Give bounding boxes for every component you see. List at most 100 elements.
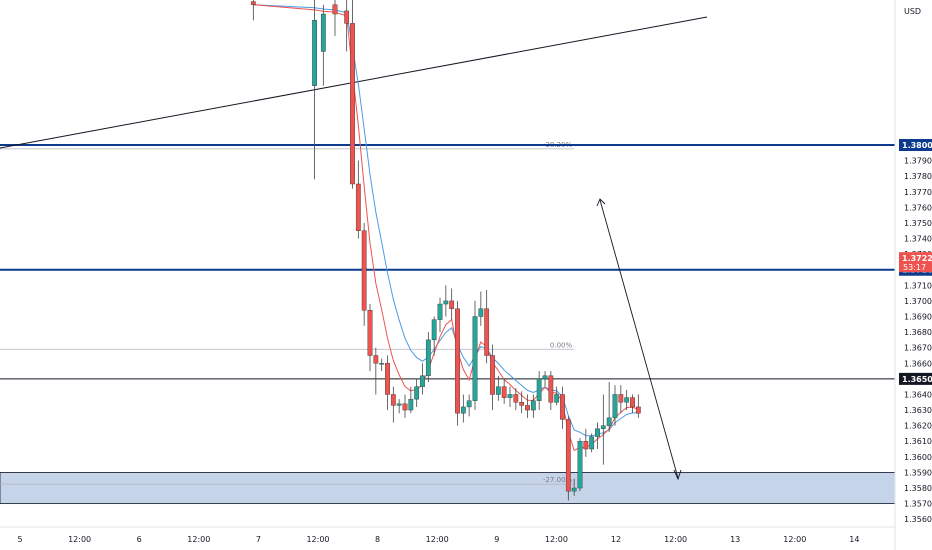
y-tick-label: 1.36900	[904, 313, 932, 322]
candle-body	[548, 375, 554, 403]
candle-body	[513, 394, 519, 403]
candle-body	[250, 1, 256, 5]
candle-body	[536, 378, 542, 401]
candle-body	[554, 394, 560, 403]
x-tick-label: 7	[256, 535, 261, 544]
candle-body	[367, 310, 373, 356]
y-tick-label: 1.36100	[904, 437, 932, 446]
candle-body	[583, 441, 589, 450]
candle	[320, 4, 326, 86]
y-tick-label: 1.36800	[904, 328, 932, 337]
last-price-bg	[899, 252, 932, 273]
y-tick-label: 1.36000	[904, 453, 932, 462]
fib-label: 0.00%	[550, 341, 573, 349]
last-price-text: 1.37223	[902, 254, 932, 263]
candle-body	[402, 403, 408, 411]
candle-body	[332, 4, 338, 15]
x-tick-label: 12:00	[187, 535, 210, 544]
candle	[449, 288, 455, 320]
candle	[507, 386, 513, 407]
y-tick-label: 1.36700	[904, 344, 932, 353]
candle-body	[624, 397, 630, 403]
candle	[385, 355, 390, 411]
candle-body	[635, 406, 641, 414]
candle-body	[312, 20, 317, 86]
candle-body	[495, 386, 501, 395]
currency-label: USD	[904, 7, 921, 16]
candle-body	[571, 487, 577, 492]
candle	[525, 394, 530, 418]
candle-body	[507, 394, 513, 398]
x-tick-label: 6	[137, 535, 142, 544]
candle-body	[425, 339, 431, 376]
candle-body	[449, 300, 455, 309]
x-tick-label: 12:00	[306, 535, 329, 544]
candle-body	[385, 363, 390, 395]
candle-body	[606, 417, 612, 426]
candle-body	[420, 375, 425, 387]
y-tick-label: 1.37600	[904, 203, 932, 212]
candle	[542, 371, 548, 387]
candle-body	[600, 425, 606, 429]
candle	[460, 394, 466, 423]
candle	[565, 416, 571, 501]
target-zone	[0, 472, 896, 505]
price-tag-bg	[899, 139, 932, 152]
y-tick-label: 1.35600	[904, 515, 932, 524]
candle	[495, 375, 501, 401]
x-tick-label: 5	[17, 535, 22, 544]
candle-body	[501, 386, 507, 398]
candle	[577, 438, 583, 492]
candle	[472, 300, 478, 411]
y-tick-label: 1.35700	[904, 500, 932, 509]
candle	[536, 371, 542, 411]
candle-body	[565, 419, 571, 492]
x-tick-label: 12:00	[545, 535, 568, 544]
candle-body	[437, 303, 443, 320]
x-tick-label: 9	[494, 535, 499, 544]
candle-body	[344, 10, 350, 24]
candle	[332, 0, 338, 36]
candle-body	[612, 394, 618, 419]
candle	[571, 478, 577, 496]
candle	[425, 332, 431, 382]
candle	[361, 222, 367, 326]
candle	[437, 297, 443, 333]
candle	[414, 378, 420, 407]
candle	[630, 394, 635, 414]
candle	[455, 300, 460, 426]
candle	[250, 0, 256, 21]
candle	[355, 160, 361, 239]
candle	[431, 316, 437, 356]
x-tick-label: 12:00	[68, 535, 91, 544]
y-tick-label: 1.37800	[904, 172, 932, 181]
y-tick-label: 1.36600	[904, 359, 932, 368]
candle	[530, 394, 536, 418]
candle	[408, 386, 414, 414]
y-tick-label: 1.35800	[904, 484, 932, 493]
candle	[612, 385, 618, 426]
candle	[466, 394, 472, 417]
candle-body	[519, 402, 525, 406]
candle-body	[390, 394, 396, 406]
candle-body	[396, 403, 402, 406]
y-tick-label: 1.37900	[904, 157, 932, 166]
x-tick-label: 14	[849, 535, 859, 544]
candle-body	[530, 400, 536, 411]
candle	[554, 386, 560, 406]
x-tick-label: 12:00	[783, 535, 806, 544]
candle	[589, 433, 595, 453]
candle	[396, 399, 402, 414]
candle-body	[484, 308, 490, 356]
x-tick-label: 12	[611, 535, 621, 544]
candle-body	[408, 398, 414, 411]
arrow-tail-icon	[596, 198, 606, 207]
candle	[478, 291, 484, 326]
candle-body	[560, 394, 565, 420]
candle	[519, 391, 525, 414]
candle	[635, 394, 641, 418]
x-tick-label: 8	[375, 535, 380, 544]
candle	[312, 0, 317, 180]
